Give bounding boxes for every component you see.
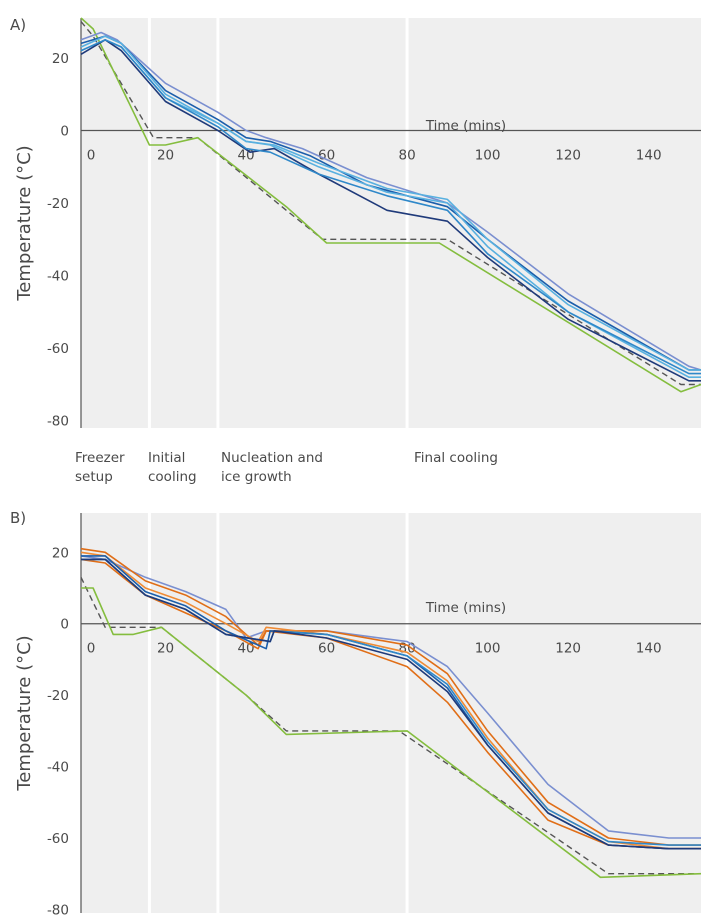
y-tick-label: -40 [47,760,69,776]
phase-label-nucleation-line1: Nucleation and [221,450,323,466]
series-line-8 [80,35,701,371]
x-tick-label: 120 [555,147,581,163]
series-line-2 [81,587,701,879]
phase-label-nucleation-line2: ice growth [221,469,292,485]
y-tick-label: -60 [47,341,69,357]
x-tick-label: 60 [318,147,335,163]
y-axis-title: Temperature (°C) [14,145,35,301]
x-axis-title: Time (mins) [425,118,506,134]
x-tick-label: 20 [157,147,174,163]
x-tick-label: 120 [555,641,581,657]
y-axis-title: Temperature (°C) [14,635,35,791]
x-tick-label: 0 [87,147,96,163]
y-tick-label: -20 [47,688,69,704]
y-tick-label: 20 [52,51,69,67]
panel-letter: B) [10,509,26,527]
phase-label-final-cooling: Final cooling [414,450,498,466]
x-tick-label: 140 [636,641,662,657]
phase-label-freezer-setup-line2: setup [75,469,113,485]
x-tick-label: 80 [399,147,416,163]
y-tick-label: -40 [47,269,69,285]
plot-background [81,18,701,428]
series-line-2 [80,17,701,393]
series-line-6 [80,39,701,382]
y-tick-label: 0 [60,123,69,139]
phase-labels: Freezer setup Initial cooling Nucleation… [75,450,498,485]
y-tick-label: -80 [47,414,69,430]
y-tick-label: -60 [47,831,69,847]
series-line-4 [80,547,701,846]
x-tick-label: 140 [636,147,662,163]
y-tick-label: 20 [52,545,69,561]
x-tick-label: 20 [157,641,174,657]
x-tick-label: 100 [475,641,501,657]
phase-label-initial-cooling-line1: Initial [148,450,185,466]
x-tick-label: 0 [87,641,96,657]
series-line-setpoint [80,576,701,875]
x-tick-label: 60 [318,641,335,657]
series-line-9 [81,558,701,850]
phase-label-initial-cooling-line2: cooling [148,469,197,485]
plot-background [81,513,701,913]
x-tick-label: 100 [475,147,501,163]
x-axis-title: Time (mins) [425,600,506,616]
y-tick-label: 0 [60,617,69,633]
panel-letter: A) [10,16,26,34]
phase-label-freezer-setup-line1: Freezer [75,450,125,466]
y-tick-label: -80 [47,902,69,915]
series-line-7 [80,39,701,375]
series-line-setpoint [80,21,701,386]
y-tick-label: -20 [47,196,69,212]
